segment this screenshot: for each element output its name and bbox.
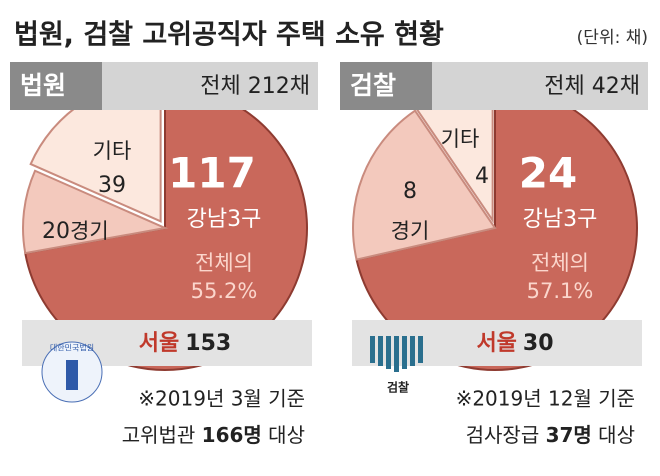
share-value: 55.2%: [191, 279, 258, 303]
logo-shape: [386, 336, 391, 369]
logo-text: 검찰: [387, 380, 409, 395]
seoul-value: 153: [185, 331, 231, 356]
seoul-box: [352, 320, 642, 366]
share-label: 전체의: [195, 251, 253, 275]
total-label: 전체 212채: [200, 74, 310, 99]
seoul-label: 서울 30: [476, 331, 553, 356]
note-part: 대상: [592, 423, 635, 447]
note-bold: 37명: [546, 423, 592, 447]
slice-value: 4: [475, 164, 489, 189]
slice-label: 경기: [70, 219, 109, 243]
total-label: 전체 42채: [544, 74, 640, 99]
slice-label: 경기: [391, 219, 430, 243]
note: ※2019년 3월 기준: [138, 387, 305, 411]
highlight-label: 강남3구: [187, 207, 262, 232]
slice-label: 기타: [93, 139, 132, 163]
note-part: 검사장급: [466, 423, 546, 447]
slice-label: 기타: [441, 127, 480, 151]
logo-shape: [370, 336, 375, 363]
seoul-name: 서울: [476, 331, 516, 356]
highlight-value: 117: [168, 149, 256, 198]
logo-shape: [378, 336, 383, 366]
logo-shape: [66, 360, 78, 390]
header-tab: [340, 62, 432, 110]
seoul-label: 서울 153: [139, 331, 231, 356]
share-value: 57.1%: [527, 279, 594, 303]
slice-value: 8: [403, 179, 417, 204]
note-part: 고위법관: [122, 423, 202, 447]
note: 검사장급 37명 대상: [466, 423, 635, 447]
note: ※2019년 12월 기준: [456, 387, 635, 411]
highlight-value: 24: [519, 149, 577, 198]
note-part: 대상: [262, 423, 305, 447]
pie-slice: [352, 109, 497, 261]
logo-shape: [402, 336, 407, 369]
logo-shape: [394, 336, 399, 372]
share-label: 전체의: [531, 251, 589, 275]
logo-text: 대한민국법원: [50, 343, 94, 353]
seoul-value: 30: [523, 331, 554, 356]
highlight-label: 강남3구: [523, 207, 598, 232]
pie-slice: [22, 169, 169, 255]
slice-value: 20: [42, 219, 70, 244]
seoul-name: 서울: [139, 331, 179, 356]
title: 법원, 검찰 고위공직자 주택 소유 현황: [14, 20, 444, 51]
chart-title: 법원: [20, 71, 66, 100]
note-bold: 166명: [202, 423, 262, 447]
unit: (단위: 채): [577, 28, 648, 48]
logo-shape: [410, 336, 415, 366]
slice-value: 39: [98, 173, 126, 198]
header-tab: [10, 62, 102, 110]
logo-shape: [418, 336, 423, 363]
note: 고위법관 166명 대상: [122, 423, 305, 447]
chart-title: 검찰: [350, 71, 396, 100]
